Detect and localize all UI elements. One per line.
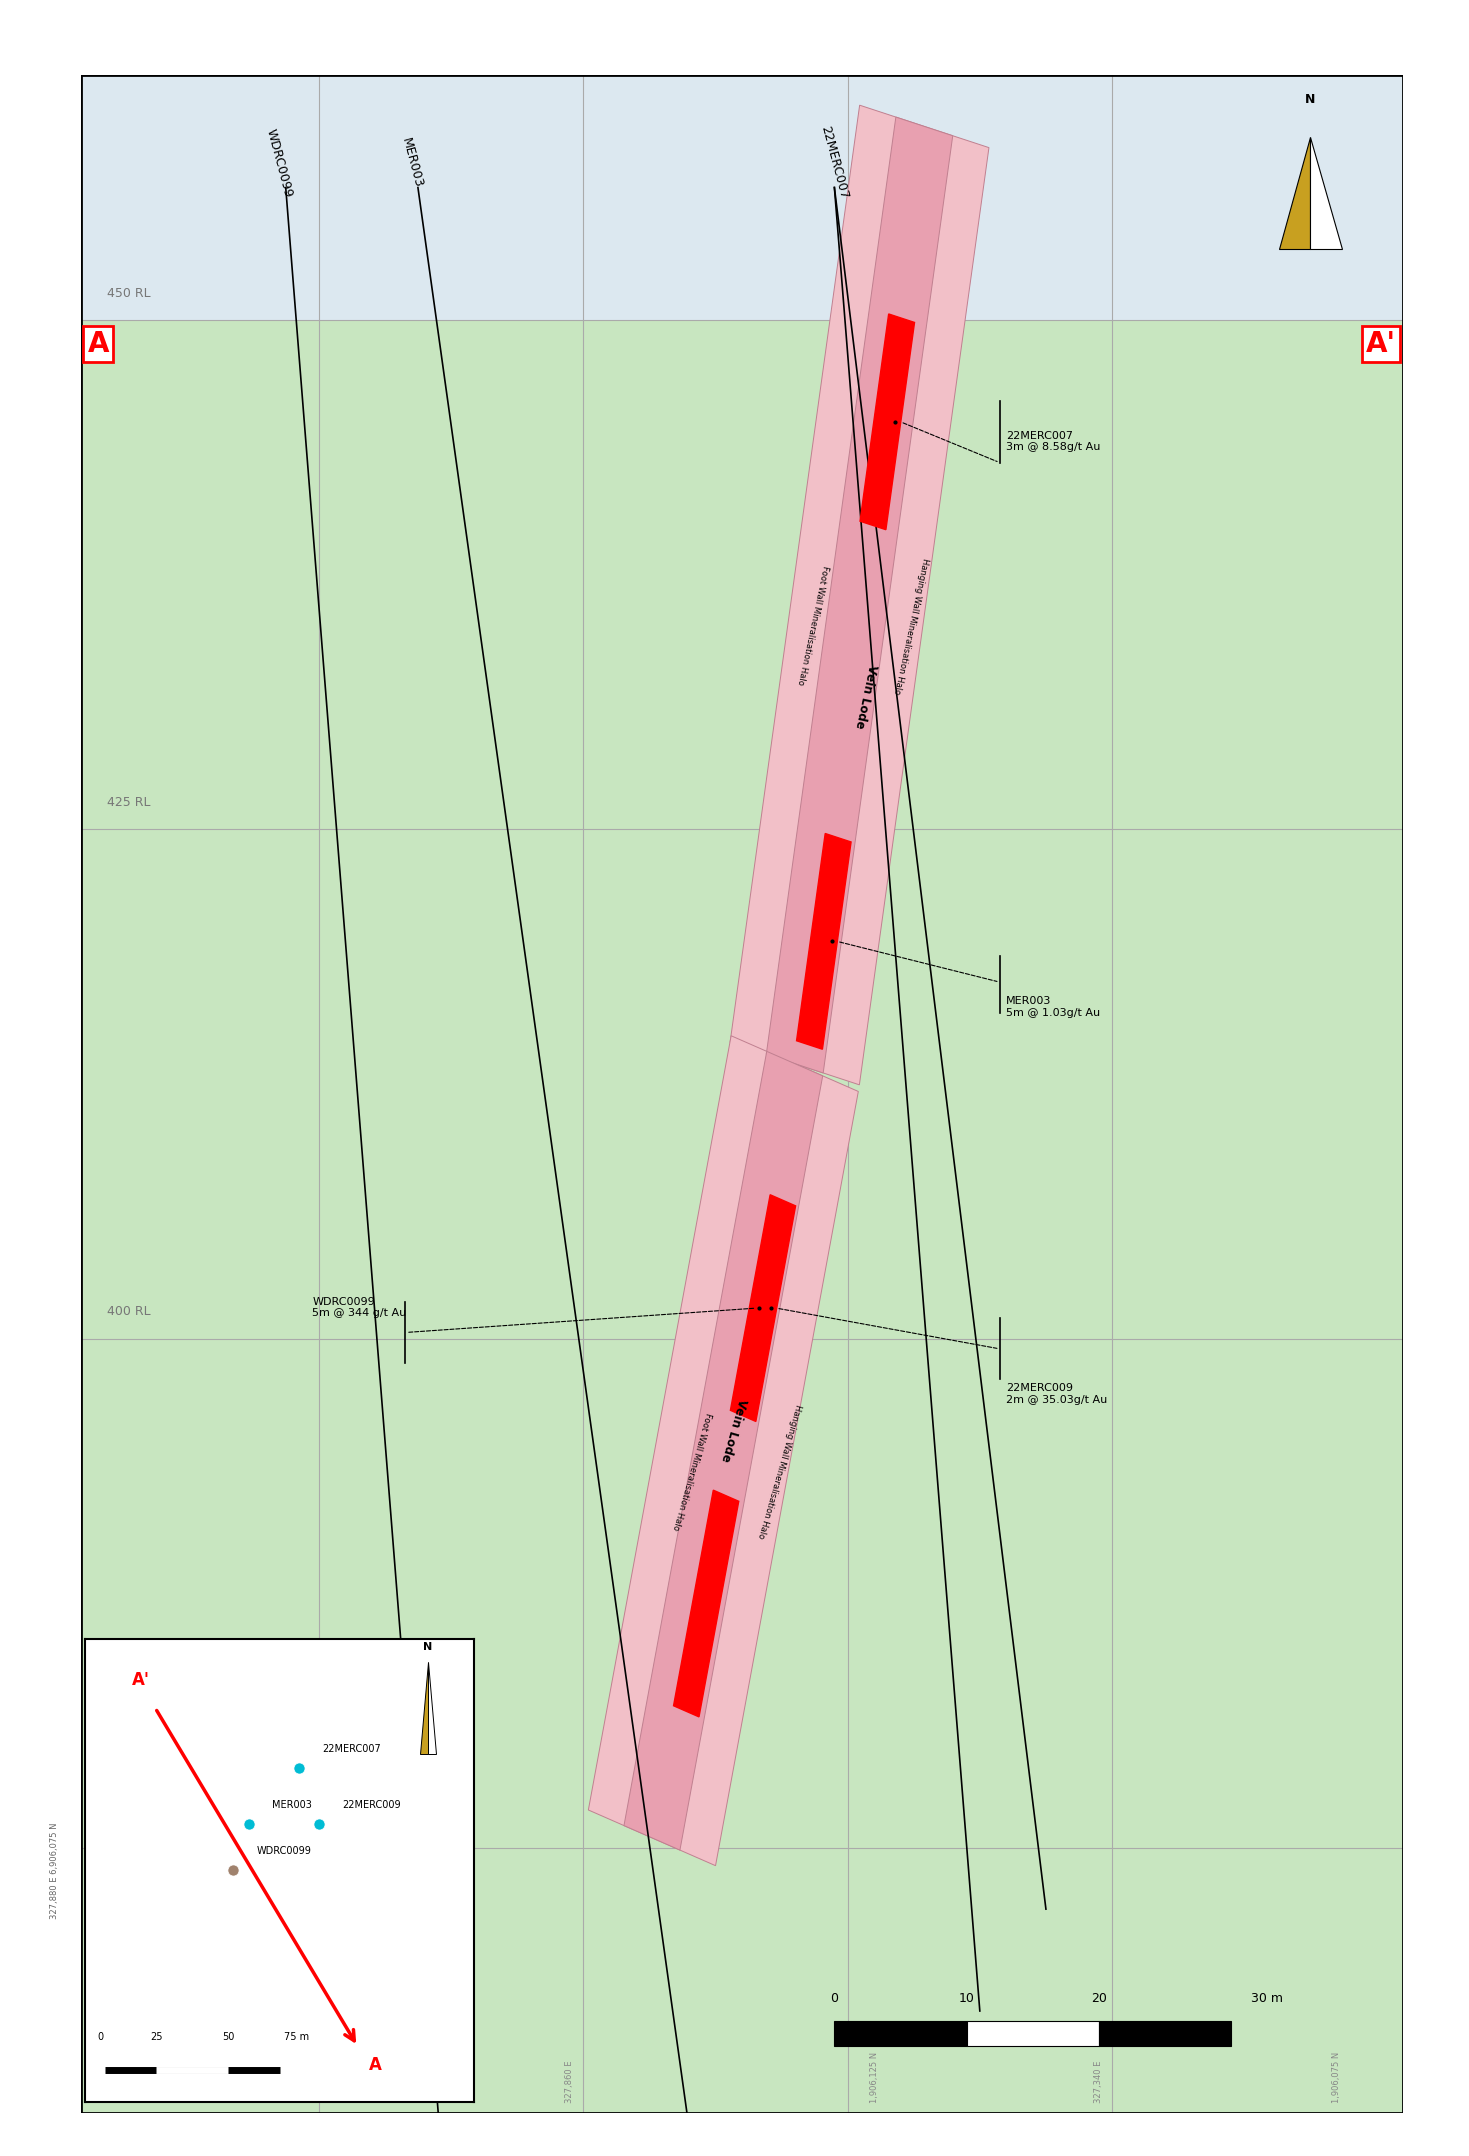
Text: 327,340 E: 327,340 E — [1094, 2061, 1103, 2102]
Text: WDRC0099: WDRC0099 — [257, 1846, 311, 1856]
Text: 400 RL: 400 RL — [107, 1304, 151, 1317]
Text: 22MERC007
3m @ 8.58g/t Au: 22MERC007 3m @ 8.58g/t Au — [1006, 431, 1100, 453]
Polygon shape — [730, 106, 989, 1084]
Text: A': A' — [1366, 330, 1396, 358]
Text: 375 RL: 375 RL — [107, 1815, 151, 1828]
Polygon shape — [624, 1052, 823, 1850]
Text: 22MERC007: 22MERC007 — [818, 125, 851, 201]
Polygon shape — [796, 834, 851, 1050]
Text: 450 RL: 450 RL — [107, 287, 151, 300]
Text: 22MERC009: 22MERC009 — [342, 1800, 401, 1811]
Text: 0: 0 — [830, 1992, 839, 2005]
Polygon shape — [1278, 136, 1310, 248]
FancyBboxPatch shape — [834, 2020, 967, 2046]
FancyBboxPatch shape — [81, 319, 1403, 2113]
Polygon shape — [674, 1490, 739, 1716]
Text: 30 m: 30 m — [1250, 1992, 1282, 2005]
Text: 22MERC007: 22MERC007 — [323, 1744, 382, 1755]
Text: 1,906,125 N: 1,906,125 N — [870, 2053, 878, 2102]
Polygon shape — [589, 1035, 858, 1865]
Text: 75 m: 75 m — [284, 2031, 308, 2042]
Text: 0: 0 — [98, 2031, 104, 2042]
Text: 327,860 E: 327,860 E — [566, 2061, 574, 2102]
Text: Vein Lode: Vein Lode — [718, 1397, 749, 1464]
Text: A': A' — [132, 1671, 150, 1688]
Polygon shape — [730, 1194, 796, 1421]
Polygon shape — [859, 315, 915, 530]
Polygon shape — [420, 1662, 427, 1755]
Text: 327,880 E 6,906,075 N: 327,880 E 6,906,075 N — [50, 1822, 59, 1919]
Text: 22MERC009
2m @ 35.03g/t Au: 22MERC009 2m @ 35.03g/t Au — [1006, 1384, 1108, 1406]
FancyBboxPatch shape — [1099, 2020, 1231, 2046]
Text: Hanging Wall Mineralisation Halo: Hanging Wall Mineralisation Halo — [755, 1404, 802, 1539]
Text: 1,906,075 N: 1,906,075 N — [1332, 2053, 1341, 2102]
Text: A: A — [369, 2055, 382, 2074]
Text: N: N — [1304, 93, 1316, 106]
Text: 20: 20 — [1091, 1992, 1106, 2005]
Text: Foot Wall Mineralisation Halo: Foot Wall Mineralisation Halo — [796, 565, 830, 686]
Text: 25: 25 — [150, 2031, 163, 2042]
Text: 10: 10 — [959, 1992, 974, 2005]
Text: Vein Lode: Vein Lode — [853, 664, 880, 731]
Polygon shape — [1310, 136, 1343, 248]
FancyBboxPatch shape — [967, 2020, 1099, 2046]
FancyBboxPatch shape — [81, 75, 1403, 319]
Polygon shape — [767, 116, 953, 1074]
Text: 425 RL: 425 RL — [107, 796, 151, 808]
Text: MER003: MER003 — [272, 1800, 311, 1811]
Text: A: A — [88, 330, 109, 358]
Text: MER003
5m @ 1.03g/t Au: MER003 5m @ 1.03g/t Au — [1006, 996, 1100, 1018]
Polygon shape — [427, 1662, 435, 1755]
Text: Foot Wall Mineralisation Halo: Foot Wall Mineralisation Halo — [671, 1412, 712, 1531]
Text: N: N — [423, 1643, 432, 1651]
Text: MER003: MER003 — [398, 136, 425, 190]
Text: WDRC0099: WDRC0099 — [264, 127, 295, 198]
Text: WDRC0099
5m @ 344 g/t Au: WDRC0099 5m @ 344 g/t Au — [311, 1296, 407, 1317]
Text: Hanging Wall Mineralisation Halo: Hanging Wall Mineralisation Halo — [892, 556, 930, 694]
Text: 50: 50 — [222, 2031, 234, 2042]
